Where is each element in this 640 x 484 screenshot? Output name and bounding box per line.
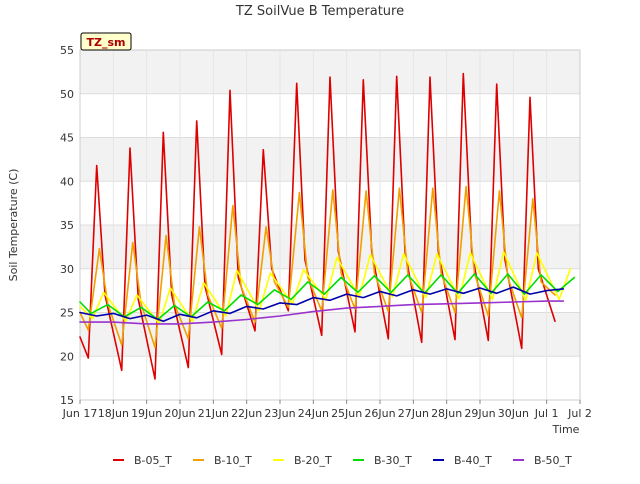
- x-tick-label: 24Jun: [298, 407, 329, 420]
- x-tick-label: 18Jun: [98, 407, 129, 420]
- x-tick-label: 29Jun: [464, 407, 495, 420]
- x-tick-label: Jul 1: [534, 407, 559, 420]
- y-tick-label: 40: [60, 175, 74, 188]
- series-line-b-40-t: [79, 286, 565, 323]
- series-layer: [79, 72, 576, 380]
- y-axis-label: Soil Temperature (C): [7, 169, 20, 282]
- plot-band: [80, 312, 580, 357]
- x-tick-label: 23Jun: [264, 407, 295, 420]
- chart-title: TZ SoilVue B Temperature: [235, 4, 404, 19]
- y-tick-label: 30: [60, 263, 74, 276]
- y-tick-label: 25: [60, 307, 74, 320]
- y-tick-label: 15: [60, 394, 74, 407]
- x-axis-label: Time: [552, 423, 580, 436]
- legend-label: B-10_T: [214, 454, 252, 467]
- x-tick-label: 22Jun: [231, 407, 262, 420]
- x-tick-label: 19Jun: [131, 407, 162, 420]
- x-tick-label: 28Jun: [431, 407, 462, 420]
- y-axis-ticks: 15 20 25 30 35 40 45 50 55: [60, 44, 74, 407]
- legend-label: B-50_T: [534, 454, 572, 467]
- station-label-box: TZ_sm: [80, 32, 132, 51]
- x-axis-ticks: Jun 17 18Jun 19Jun 20Jun 21Jun 22Jun 23Jun 24Ju…: [62, 400, 592, 420]
- x-tick-label: Jun 17: [62, 407, 98, 420]
- x-tick-label: 21Jun: [198, 407, 229, 420]
- legend-label: B-20_T: [294, 454, 332, 467]
- x-tick-label: 26Jun: [364, 407, 395, 420]
- y-tick-label: 20: [60, 350, 74, 363]
- y-tick-label: 55: [60, 44, 74, 57]
- legend-label: B-30_T: [374, 454, 412, 467]
- x-tick-label: 20Jun: [164, 407, 195, 420]
- series-line-b-50-t: [79, 300, 565, 325]
- legend: B-05_T B-10_T B-20_T B-30_T B-40_T B-50_T: [113, 454, 572, 467]
- legend-label: B-40_T: [454, 454, 492, 467]
- legend-label: B-05_T: [134, 454, 172, 467]
- station-label: TZ_sm: [87, 36, 126, 49]
- x-tick-label: 30Jun: [498, 407, 529, 420]
- plot-bands: [80, 50, 580, 357]
- y-tick-label: 45: [60, 132, 74, 145]
- station-label-background: [80, 32, 132, 51]
- y-tick-label: 35: [60, 219, 74, 232]
- y-tick-label: 50: [60, 88, 74, 101]
- plot-frame: [79, 49, 581, 401]
- x-tick-label: 25Jun: [331, 407, 362, 420]
- plot-band: [80, 137, 580, 182]
- x-tick-label: 27Jun: [398, 407, 429, 420]
- x-tick-label: Jul 2: [567, 407, 592, 420]
